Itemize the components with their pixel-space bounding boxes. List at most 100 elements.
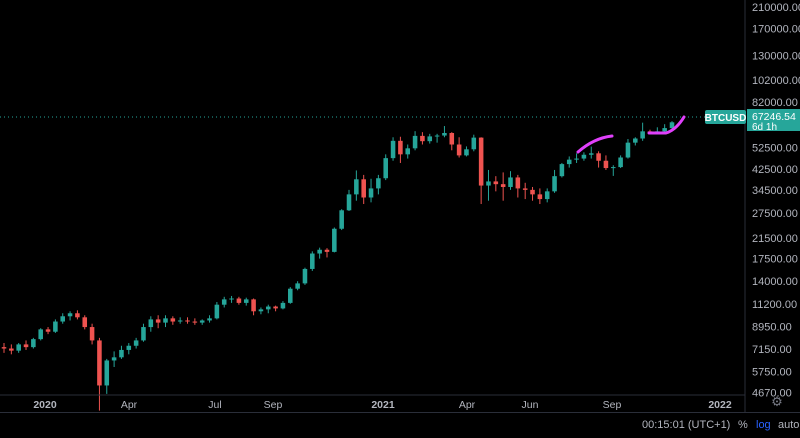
- candle-body: [133, 340, 139, 346]
- candle-body: [214, 304, 220, 319]
- gear-icon[interactable]: ⚙: [771, 394, 783, 409]
- candle-body: [669, 122, 675, 129]
- candle-body: [111, 357, 117, 361]
- percent-toggle[interactable]: %: [738, 419, 748, 431]
- candle-body: [163, 318, 168, 323]
- candle-body: [75, 313, 80, 318]
- y-tick-label: 5750.00: [752, 366, 792, 378]
- candle-body: [412, 135, 418, 149]
- candle-body: [618, 157, 623, 168]
- candle-body: [500, 184, 506, 187]
- candle-body: [332, 228, 337, 252]
- y-tick-label: 4670.00: [752, 387, 792, 399]
- candle-body: [456, 144, 462, 156]
- y-tick-label: 210000.00: [752, 2, 800, 14]
- x-tick-label: Sep: [603, 399, 622, 411]
- candle-body: [376, 178, 381, 189]
- symbol-text: BTCUSD: [705, 113, 747, 124]
- candle-body: [515, 177, 521, 189]
- y-tick-label: 82000.00: [752, 97, 798, 109]
- candle-body: [522, 188, 528, 190]
- candle-body: [67, 313, 73, 317]
- candle-body: [662, 128, 667, 132]
- candle-body: [405, 148, 411, 155]
- y-axis[interactable]: 210000.00 170000.00 130000.00 102000.00 8200…: [744, 0, 800, 412]
- candle-body: [449, 132, 455, 145]
- candle-body: [420, 135, 425, 142]
- x-tick-label: 2022: [708, 399, 732, 411]
- x-tick-label: Sep: [264, 399, 283, 411]
- candle-body: [398, 140, 403, 155]
- candle-body: [53, 321, 58, 332]
- x-tick-label: 2021: [371, 399, 395, 411]
- candle-body: [544, 191, 550, 200]
- candle-body: [89, 327, 95, 341]
- candle-body: [633, 138, 638, 143]
- candle-body: [346, 194, 352, 211]
- candle-body: [126, 345, 132, 350]
- candle-body: [16, 344, 21, 351]
- x-tick-label: Apr: [121, 399, 138, 411]
- candle-body: [486, 181, 491, 186]
- candle-body: [207, 318, 212, 321]
- candle-body: [38, 329, 43, 340]
- y-tick-label: 170000.00: [752, 23, 800, 35]
- y-tick-label: 27500.00: [752, 208, 798, 220]
- x-tick-label: 2020: [33, 399, 57, 411]
- x-tick-label: Jul: [208, 399, 221, 411]
- candle-body: [464, 149, 469, 156]
- candle-body: [23, 344, 29, 348]
- x-tick-label: Jun: [522, 399, 539, 411]
- candle-body: [383, 158, 388, 179]
- time-zone-label[interactable]: 00:15:01 (UTC+1): [642, 419, 731, 431]
- candle-body: [588, 153, 594, 155]
- price-text: 67246.54: [752, 111, 796, 123]
- candle-body: [552, 176, 557, 192]
- candle-body: [9, 348, 14, 351]
- candle-body: [302, 268, 308, 284]
- candle-body: [471, 137, 477, 150]
- candle-body: [258, 309, 264, 312]
- countdown-text: 6d 1h: [752, 122, 777, 133]
- candle-body: [288, 288, 293, 303]
- annotation-curve: [647, 115, 686, 135]
- plot-area[interactable]: [0, 115, 745, 411]
- auto-toggle[interactable]: auto: [778, 419, 800, 431]
- price-badge: [747, 109, 800, 131]
- candle-body: [361, 179, 366, 198]
- candle-body: [251, 299, 256, 312]
- candle-body: [317, 249, 322, 254]
- candle-body: [508, 177, 513, 187]
- x-axis[interactable]: 2020 Apr Jul Sep 2021 Apr Jun Sep 2022: [0, 394, 745, 411]
- candle-body: [104, 360, 110, 386]
- candle-body: [324, 249, 330, 252]
- candle-body: [236, 298, 242, 303]
- y-tick-label: 102000.00: [752, 75, 800, 87]
- candle-body: [243, 299, 249, 303]
- candle-body: [141, 327, 146, 341]
- candle-body: [119, 349, 124, 358]
- candle-body: [97, 340, 102, 386]
- candle-body: [368, 188, 374, 198]
- candle-body: [596, 153, 601, 161]
- candle-body: [82, 317, 88, 328]
- candle-body: [390, 140, 396, 159]
- candle-body: [559, 164, 565, 177]
- candle-body: [574, 158, 579, 160]
- candle-body: [273, 306, 278, 309]
- candle-body: [537, 194, 543, 200]
- candles-group: [1, 121, 675, 411]
- candle-body: [185, 320, 190, 322]
- candle-body: [610, 167, 616, 169]
- candle-body: [625, 142, 631, 158]
- candle-body: [148, 319, 154, 328]
- candle-body: [640, 131, 645, 139]
- candle-body: [339, 210, 344, 229]
- candle-body: [603, 160, 609, 169]
- log-toggle[interactable]: log: [756, 419, 771, 431]
- y-tick-label: 52500.00: [752, 142, 798, 154]
- y-tick-label: 17500.00: [752, 254, 798, 266]
- candle-body: [170, 318, 176, 322]
- candle-body: [310, 253, 315, 269]
